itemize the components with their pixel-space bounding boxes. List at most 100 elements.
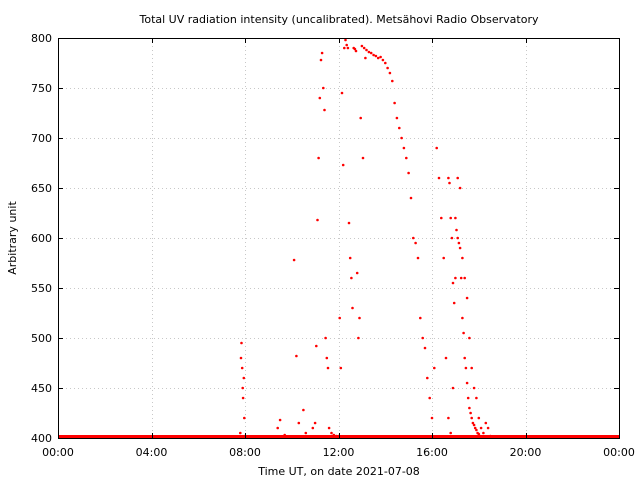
data-point <box>407 171 410 175</box>
data-point <box>343 46 346 50</box>
x-tick-label: 04:00 <box>136 446 168 459</box>
data-point <box>457 241 461 245</box>
data-point <box>395 116 399 120</box>
data-point <box>358 316 361 320</box>
data-point <box>412 236 415 240</box>
data-point <box>435 146 439 150</box>
data-point <box>456 236 460 240</box>
data-point <box>344 38 347 42</box>
data-point <box>367 50 371 54</box>
grid-lines <box>58 38 619 438</box>
data-point <box>478 434 482 438</box>
data-point <box>357 336 360 340</box>
y-tick-label: 650 <box>31 182 52 195</box>
data-point <box>302 408 305 412</box>
data-point <box>489 434 492 438</box>
y-tick-label: 450 <box>31 382 52 395</box>
data-point <box>459 276 463 280</box>
x-tick-label: 16:00 <box>416 446 448 459</box>
data-point <box>350 276 353 280</box>
data-point <box>242 376 246 380</box>
y-tick-label: 600 <box>31 232 52 245</box>
data-point <box>316 218 319 222</box>
data-point <box>484 421 488 425</box>
data-point <box>369 51 373 55</box>
data-point <box>374 54 378 58</box>
plot-frame <box>58 38 620 439</box>
data-point <box>319 58 323 62</box>
data-point <box>283 433 287 437</box>
data-point <box>239 356 243 360</box>
data-point <box>466 396 470 400</box>
data-point <box>461 316 464 320</box>
data-point <box>391 79 394 83</box>
data-point <box>447 176 450 180</box>
data-point <box>338 316 342 320</box>
data-point <box>313 421 317 425</box>
data-point <box>388 71 392 75</box>
data-point <box>351 306 354 310</box>
data-point <box>471 421 475 425</box>
data-point <box>332 433 336 437</box>
data-point <box>479 426 483 430</box>
data-point <box>469 411 472 415</box>
data-point <box>381 58 385 62</box>
data-point <box>421 336 425 340</box>
x-tick-labels: 00:00 04:00 08:00 12:00 16:00 20:00 00:00 <box>42 446 635 459</box>
data-point <box>353 47 357 51</box>
data-point <box>433 366 436 370</box>
data-point <box>449 431 453 435</box>
x-tick-label: 00:00 <box>603 446 635 459</box>
data-point <box>295 354 298 358</box>
data-point <box>448 181 451 185</box>
data-point <box>393 101 396 105</box>
data-point <box>365 48 368 52</box>
y-tick-label: 400 <box>31 432 52 445</box>
data-point <box>463 356 467 360</box>
data-point <box>423 346 427 350</box>
data-point <box>437 176 441 180</box>
y-tick-label: 700 <box>31 132 52 145</box>
data-point <box>468 336 471 340</box>
data-point <box>315 344 318 348</box>
data-point <box>327 426 331 430</box>
data-point <box>324 336 327 340</box>
chart-title: Total UV radiation intensity (uncalibrat… <box>139 13 539 26</box>
y-tick-label: 800 <box>31 32 52 45</box>
data-point <box>449 216 453 220</box>
data-point <box>473 426 477 430</box>
x-tick-label: 12:00 <box>323 446 355 459</box>
data-point <box>447 416 450 420</box>
data-point <box>318 96 322 100</box>
data-point <box>451 281 455 285</box>
data-point <box>409 196 413 200</box>
data-point <box>482 431 485 435</box>
data-point <box>240 366 244 370</box>
data-point <box>451 386 455 390</box>
x-axis-label: Time UT, on date 2021-07-08 <box>257 465 420 478</box>
data-point <box>339 366 343 370</box>
data-point <box>452 301 456 305</box>
data-point <box>340 91 344 95</box>
data-point <box>361 156 365 160</box>
data-point <box>430 416 434 420</box>
data-point <box>456 176 460 180</box>
data-point <box>475 396 478 400</box>
data-point <box>362 46 366 50</box>
data-point <box>304 431 308 435</box>
data-point <box>297 421 301 425</box>
data-point <box>465 381 469 385</box>
data-point <box>461 256 464 260</box>
y-axis-label: Arbitrary unit <box>6 201 19 275</box>
y-tick-labels: 400 450 500 550 600 650 700 750 800 <box>31 32 52 445</box>
y-tick-label: 750 <box>31 82 52 95</box>
data-point <box>414 241 417 245</box>
data-point <box>477 432 481 436</box>
data-point <box>326 366 330 370</box>
data-point <box>454 276 457 280</box>
data-point <box>442 256 446 260</box>
data-point <box>317 156 320 160</box>
data-point <box>428 396 432 400</box>
data-point <box>419 316 422 320</box>
